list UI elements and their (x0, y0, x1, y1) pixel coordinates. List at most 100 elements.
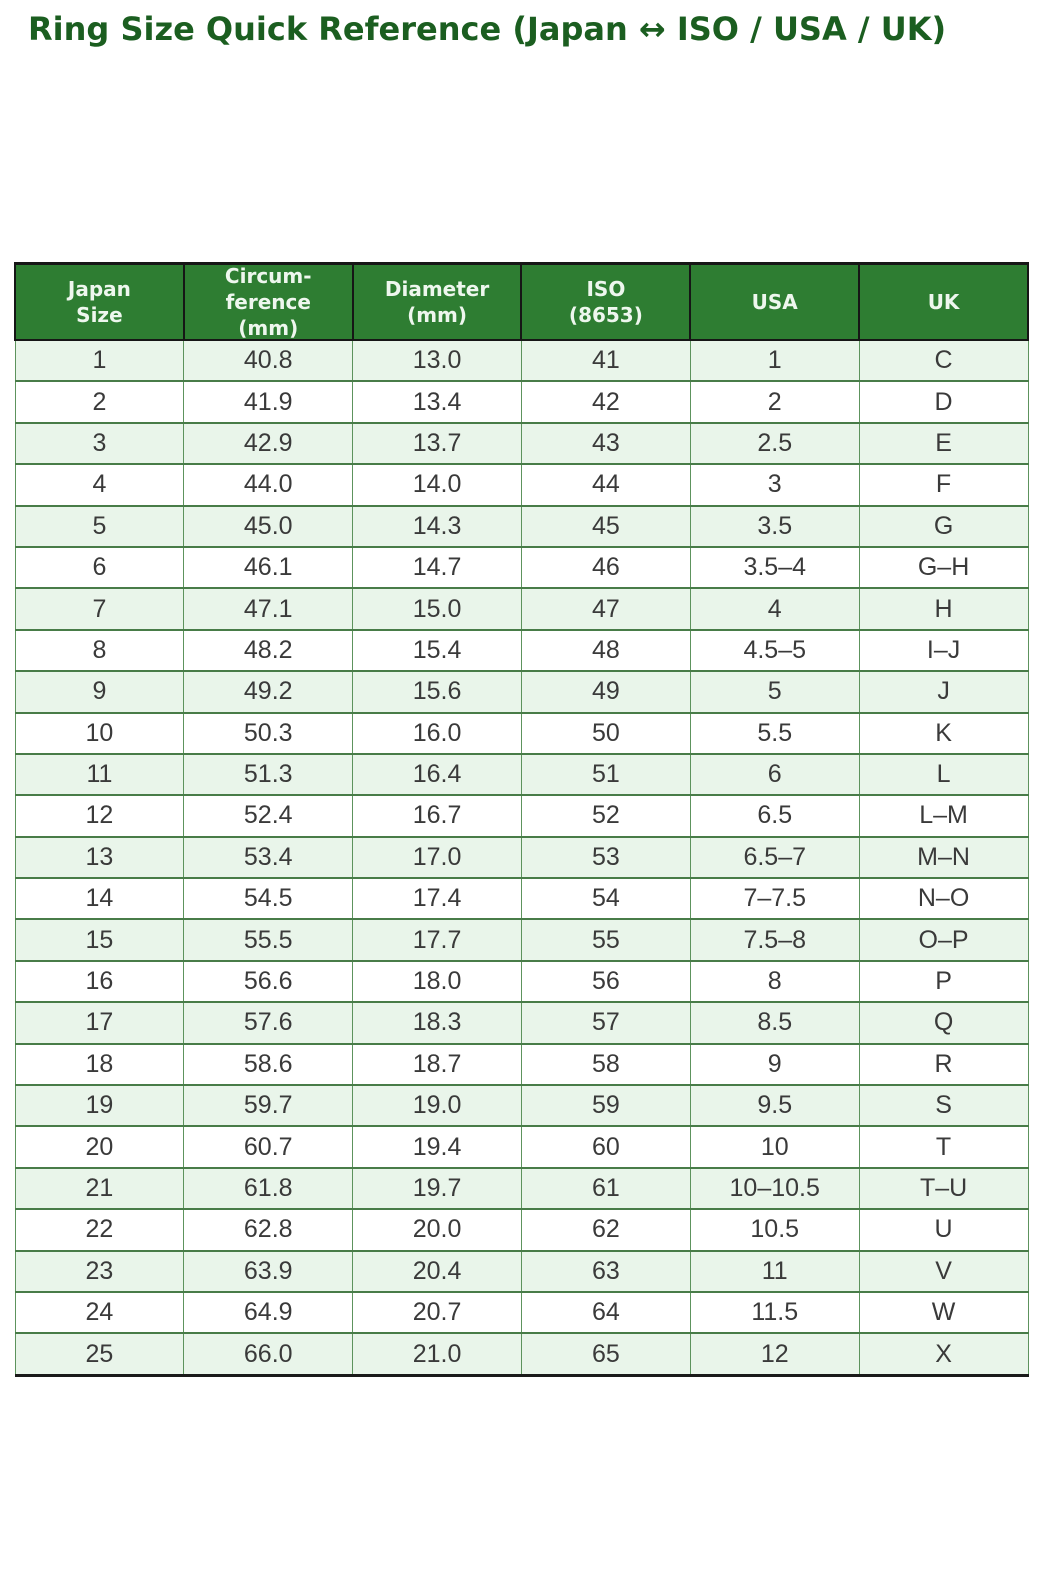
cell-diameter-mm: 17.4 (352, 877, 522, 921)
cell-usa: 12 (689, 1332, 860, 1377)
table-row: 7 47.1 15.0 47 4 H (14, 587, 1029, 631)
cell-usa: 3.5–4 (689, 545, 860, 590)
cell-japan-size: 4 (14, 463, 185, 507)
cell-iso-8653: 56 (520, 959, 691, 1004)
cell-circumference-mm: 45.0 (183, 504, 354, 548)
cell-iso-8653: 62 (520, 1208, 691, 1252)
cell-uk: W (858, 1290, 1029, 1335)
table-body: 1 40.8 13.0 41 1 C 2 41.9 13.4 42 2 D 3 42.9 13.7 43 2.5… (14, 338, 1029, 1377)
cell-iso-8653: 58 (520, 1042, 691, 1087)
cell-uk: L–M (858, 794, 1029, 838)
cell-circumference-mm: 51.3 (183, 752, 354, 797)
table-row: 19 59.7 19.0 59 9.5 S (14, 1084, 1029, 1128)
cell-usa: 7.5–8 (689, 918, 860, 962)
cell-japan-size: 7 (14, 587, 185, 631)
cell-japan-size: 19 (14, 1084, 185, 1128)
cell-diameter-mm: 19.0 (352, 1084, 522, 1128)
cell-uk: P (858, 959, 1029, 1004)
cell-uk: C (858, 338, 1029, 383)
cell-japan-size: 20 (14, 1125, 185, 1169)
cell-diameter-mm: 15.0 (352, 587, 522, 631)
cell-uk: G (858, 504, 1029, 548)
cell-japan-size: 1 (14, 338, 185, 383)
cell-circumference-mm: 64.9 (183, 1290, 354, 1335)
cell-iso-8653: 55 (520, 918, 691, 962)
cell-japan-size: 25 (14, 1332, 185, 1377)
cell-circumference-mm: 42.9 (183, 421, 354, 466)
cell-diameter-mm: 13.4 (352, 380, 522, 424)
cell-circumference-mm: 63.9 (183, 1249, 354, 1293)
cell-circumference-mm: 41.9 (183, 380, 354, 424)
cell-usa: 6.5–7 (689, 835, 860, 880)
table-row: 6 46.1 14.7 46 3.5–4 G–H (14, 545, 1029, 590)
cell-diameter-mm: 15.4 (352, 628, 522, 673)
cell-diameter-mm: 16.7 (352, 794, 522, 838)
cell-circumference-mm: 40.8 (183, 338, 354, 383)
cell-iso-8653: 43 (520, 421, 691, 466)
table-row: 5 45.0 14.3 45 3.5 G (14, 504, 1029, 548)
table-row: 1 40.8 13.0 41 1 C (14, 338, 1029, 383)
cell-uk: L (858, 752, 1029, 797)
cell-diameter-mm: 13.7 (352, 421, 522, 466)
cell-circumference-mm: 47.1 (183, 587, 354, 631)
cell-circumference-mm: 60.7 (183, 1125, 354, 1169)
column-header-usa: USA (689, 262, 861, 341)
table-row: 14 54.5 17.4 54 7–7.5 N–O (14, 877, 1029, 921)
cell-usa: 11 (689, 1249, 860, 1293)
column-header-label: Circum- ference (mm) (224, 264, 312, 340)
cell-uk: T (858, 1125, 1029, 1169)
cell-iso-8653: 46 (520, 545, 691, 590)
cell-japan-size: 3 (14, 421, 185, 466)
cell-circumference-mm: 55.5 (183, 918, 354, 962)
cell-circumference-mm: 50.3 (183, 711, 354, 755)
cell-diameter-mm: 14.7 (352, 545, 522, 590)
cell-iso-8653: 49 (520, 670, 691, 714)
cell-diameter-mm: 16.4 (352, 752, 522, 797)
column-header-diameter-mm: Diameter (mm) (351, 262, 523, 341)
cell-iso-8653: 51 (520, 752, 691, 797)
cell-usa: 9.5 (689, 1084, 860, 1128)
ring-size-table: Japan Size Circum- ference (mm) Diameter… (14, 262, 1029, 1377)
cell-uk: M–N (858, 835, 1029, 880)
cell-usa: 7–7.5 (689, 877, 860, 921)
cell-circumference-mm: 53.4 (183, 835, 354, 880)
cell-iso-8653: 41 (520, 338, 691, 383)
cell-usa: 10.5 (689, 1208, 860, 1252)
cell-uk: K (858, 711, 1029, 755)
table-row: 12 52.4 16.7 52 6.5 L–M (14, 794, 1029, 838)
table-row: 16 56.6 18.0 56 8 P (14, 959, 1029, 1004)
cell-uk: E (858, 421, 1029, 466)
cell-circumference-mm: 62.8 (183, 1208, 354, 1252)
cell-japan-size: 15 (14, 918, 185, 962)
table-row: 11 51.3 16.4 51 6 L (14, 752, 1029, 797)
cell-uk: U (858, 1208, 1029, 1252)
cell-iso-8653: 44 (520, 463, 691, 507)
cell-iso-8653: 45 (520, 504, 691, 548)
column-header-uk: UK (858, 262, 1029, 341)
column-header-label: UK (927, 290, 960, 314)
cell-japan-size: 16 (14, 959, 185, 1004)
table-header: Japan Size Circum- ference (mm) Diameter… (14, 262, 1029, 341)
cell-japan-size: 21 (14, 1166, 185, 1211)
cell-diameter-mm: 15.6 (352, 670, 522, 714)
cell-usa: 4 (689, 587, 860, 631)
cell-uk: N–O (858, 877, 1029, 921)
cell-japan-size: 13 (14, 835, 185, 880)
table-row: 15 55.5 17.7 55 7.5–8 O–P (14, 918, 1029, 962)
cell-circumference-mm: 44.0 (183, 463, 354, 507)
cell-iso-8653: 48 (520, 628, 691, 673)
table-row: 21 61.8 19.7 61 10–10.5 T–U (14, 1166, 1029, 1211)
cell-iso-8653: 63 (520, 1249, 691, 1293)
cell-uk: J (858, 670, 1029, 714)
cell-uk: V (858, 1249, 1029, 1293)
table-row: 23 63.9 20.4 63 11 V (14, 1249, 1029, 1293)
column-header-label: Japan Size (67, 277, 131, 327)
cell-uk: Q (858, 1001, 1029, 1045)
table-row: 18 58.6 18.7 58 9 R (14, 1042, 1029, 1087)
table-row: 4 44.0 14.0 44 3 F (14, 463, 1029, 507)
cell-japan-size: 9 (14, 670, 185, 714)
cell-iso-8653: 64 (520, 1290, 691, 1335)
cell-iso-8653: 57 (520, 1001, 691, 1045)
table-row: 20 60.7 19.4 60 10 T (14, 1125, 1029, 1169)
cell-iso-8653: 65 (520, 1332, 691, 1377)
